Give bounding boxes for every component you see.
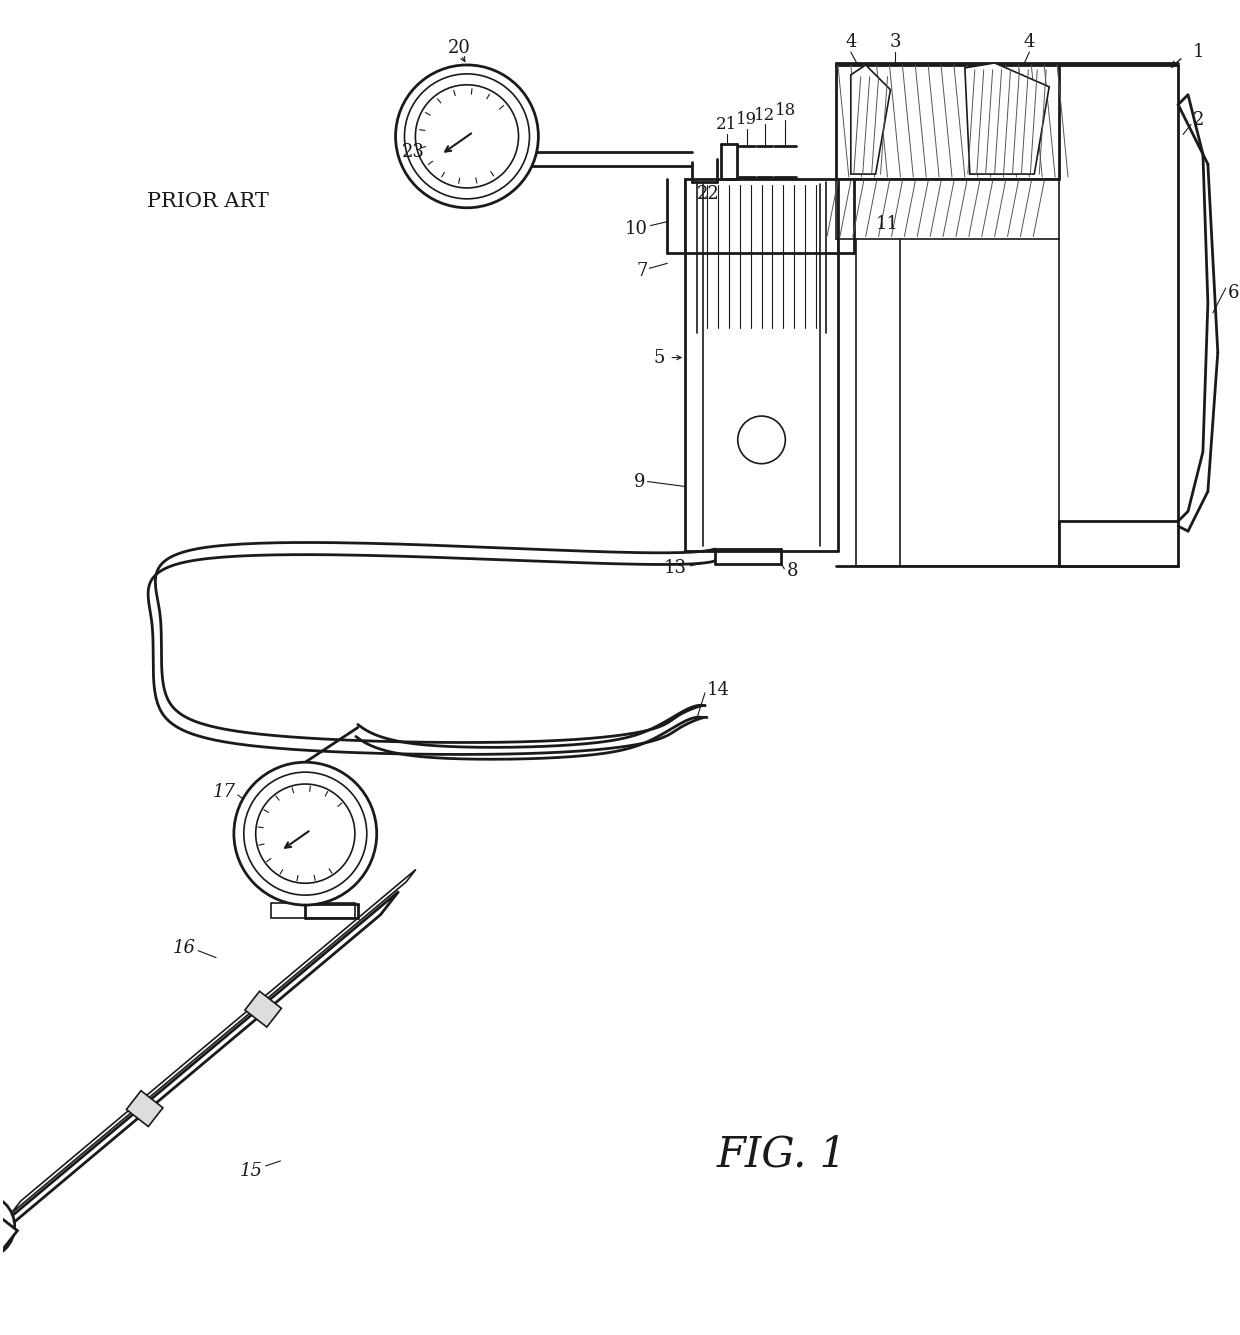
Polygon shape bbox=[270, 902, 355, 918]
Circle shape bbox=[738, 417, 785, 463]
Text: 5: 5 bbox=[653, 348, 666, 367]
Text: 6: 6 bbox=[1228, 284, 1239, 302]
Text: 22: 22 bbox=[697, 184, 720, 203]
Text: 10: 10 bbox=[625, 219, 647, 238]
Text: FIG. 1: FIG. 1 bbox=[717, 1133, 847, 1175]
Text: 3: 3 bbox=[889, 33, 901, 51]
Circle shape bbox=[415, 85, 518, 188]
Text: 20: 20 bbox=[448, 39, 470, 57]
Text: 23: 23 bbox=[402, 143, 424, 162]
Text: 1: 1 bbox=[1193, 43, 1204, 61]
Text: 17: 17 bbox=[213, 782, 236, 801]
Circle shape bbox=[244, 772, 367, 896]
Polygon shape bbox=[965, 63, 1049, 174]
Text: 13: 13 bbox=[665, 559, 687, 577]
Text: 2: 2 bbox=[1193, 111, 1204, 128]
Text: 18: 18 bbox=[775, 101, 796, 119]
Text: 14: 14 bbox=[707, 681, 730, 698]
Text: 9: 9 bbox=[634, 473, 646, 490]
Text: 16: 16 bbox=[174, 939, 196, 957]
Text: 8: 8 bbox=[786, 562, 797, 579]
Text: 4: 4 bbox=[1024, 33, 1035, 51]
Text: 12: 12 bbox=[754, 107, 775, 124]
Circle shape bbox=[404, 73, 529, 199]
Text: 15: 15 bbox=[239, 1161, 262, 1180]
Circle shape bbox=[0, 1195, 15, 1258]
Text: 4: 4 bbox=[846, 33, 857, 51]
Circle shape bbox=[0, 1207, 2, 1247]
Circle shape bbox=[234, 762, 377, 905]
Text: 11: 11 bbox=[875, 215, 899, 232]
Polygon shape bbox=[126, 1091, 162, 1127]
Text: PRIOR ART: PRIOR ART bbox=[146, 192, 269, 211]
Text: 19: 19 bbox=[737, 111, 758, 128]
Circle shape bbox=[396, 65, 538, 208]
Text: 21: 21 bbox=[717, 116, 738, 134]
Polygon shape bbox=[851, 65, 890, 174]
Text: 7: 7 bbox=[636, 262, 647, 280]
Polygon shape bbox=[0, 892, 399, 1247]
Polygon shape bbox=[244, 991, 281, 1027]
Polygon shape bbox=[11, 869, 415, 1214]
Polygon shape bbox=[0, 1193, 17, 1259]
Circle shape bbox=[255, 784, 355, 884]
